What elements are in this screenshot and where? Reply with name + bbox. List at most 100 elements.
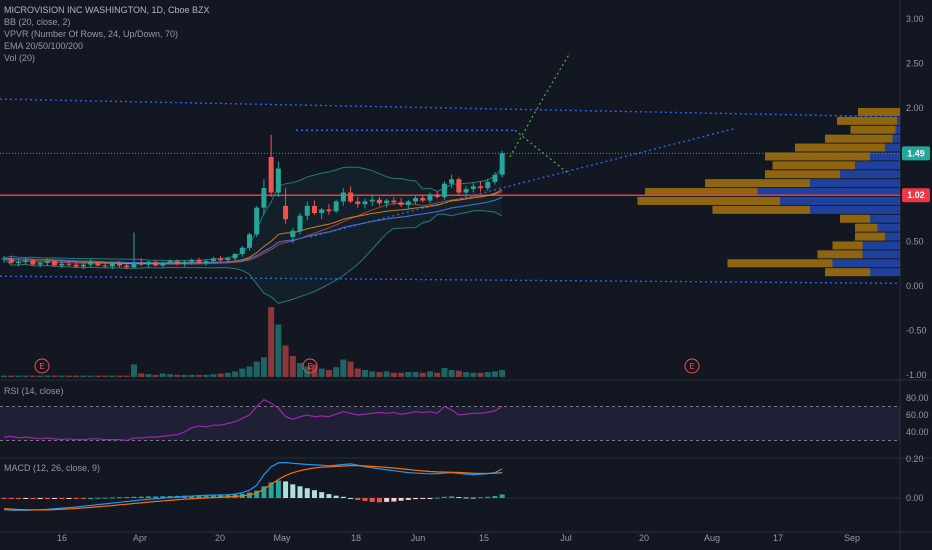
macd-line	[3, 461, 503, 511]
volume-bar	[477, 372, 484, 377]
volume-bar	[311, 364, 318, 377]
chart-legend: MICROVISION INC WASHINGTON, 1D, Cboe BZX…	[4, 4, 210, 64]
volume-bar	[109, 375, 116, 377]
earnings-marker-label: E	[39, 362, 44, 371]
candle-body	[88, 261, 94, 265]
candle-body	[376, 199, 382, 204]
macd-histogram-bar	[196, 495, 202, 498]
candle-body	[153, 261, 159, 266]
candle-body	[340, 192, 346, 202]
candle-body	[239, 247, 245, 254]
time-axis-tick: Jul	[560, 533, 572, 543]
candle-body	[413, 197, 419, 202]
candle-body	[203, 261, 209, 263]
candle-body	[182, 261, 187, 264]
candle-body	[470, 186, 476, 189]
macd-histogram-bar	[117, 497, 123, 499]
candle-body	[290, 230, 296, 238]
price-badge-label: 1.02	[907, 190, 925, 200]
candle-body	[66, 263, 72, 265]
vpvr-bar-up	[870, 268, 900, 277]
macd-legend[interactable]: MACD (12, 26, close, 9)	[4, 463, 101, 473]
vpvr-bar-down	[832, 241, 863, 250]
candle-body	[8, 258, 14, 263]
macd-histogram-bar	[109, 497, 115, 499]
macd-histogram-bar	[102, 497, 108, 499]
symbol-title[interactable]: MICROVISION INC WASHINGTON, 1D, Cboe BZX	[4, 5, 210, 15]
volume-bar	[210, 374, 217, 377]
macd-histogram-bar	[275, 480, 281, 498]
price-axis-tick: -1.00	[906, 370, 927, 380]
time-axis-tick: 20	[639, 533, 649, 543]
volume-bar	[275, 324, 282, 377]
vpvr-bar-up	[855, 161, 900, 170]
volume-bar	[102, 375, 109, 377]
vpvr-bar-down	[825, 134, 893, 143]
volume-bar	[246, 366, 253, 377]
macd-histogram-bar	[23, 498, 29, 499]
vpvr-bar-up	[757, 188, 900, 197]
indicator-bb-label[interactable]: BB (20, close, 2)	[4, 17, 71, 27]
candle-body	[369, 199, 375, 202]
candle-body	[44, 261, 50, 263]
vpvr-bar-up	[885, 232, 900, 241]
volume-bar	[470, 372, 477, 377]
volume-bar	[145, 374, 152, 377]
candle-body	[492, 174, 498, 182]
macd-histogram-bar	[376, 498, 382, 503]
macd-histogram-bar	[326, 494, 332, 498]
candle-body	[449, 179, 455, 184]
volume-bar	[73, 375, 80, 377]
vpvr-bar-down	[825, 268, 870, 277]
volume-bar	[463, 372, 470, 377]
projection-down-path	[514, 129, 571, 176]
macd-signal-line	[3, 465, 503, 511]
candle-body	[261, 188, 267, 208]
rsi-line	[3, 398, 503, 442]
indicator-ema-label[interactable]: EMA 20/50/100/200	[4, 41, 84, 51]
candle-body	[441, 183, 447, 197]
vpvr-bar-down	[727, 259, 833, 268]
volume-bar	[138, 373, 145, 377]
vpvr-bar-down	[712, 205, 810, 214]
candle-body	[384, 200, 390, 204]
rsi-legend[interactable]: RSI (14, close)	[4, 386, 64, 396]
candle-body	[225, 258, 231, 261]
volume-bar	[8, 375, 15, 377]
volume-bar	[224, 372, 231, 377]
vpvr-bar-up	[832, 259, 900, 268]
macd-histogram-bar	[145, 496, 151, 498]
ema-line	[3, 196, 503, 264]
volume-bar	[398, 372, 405, 377]
macd-histogram-bar	[369, 498, 375, 502]
price-badge	[902, 146, 930, 161]
macd-histogram-bar	[66, 498, 72, 499]
price-axis-tick: -0.50	[906, 326, 927, 336]
volume-bar	[304, 366, 311, 377]
indicator-vol-label[interactable]: Vol (20)	[4, 53, 36, 63]
macd-histogram-bar	[124, 497, 130, 499]
candle-body	[80, 264, 86, 267]
macd-histogram-bar	[405, 498, 411, 500]
indicator-vpvr-label[interactable]: VPVR (Number Of Rows, 24, Up/Down, 70)	[4, 29, 179, 39]
projection-up-path	[509, 52, 571, 158]
macd-histogram-bar	[355, 498, 361, 500]
candle-body	[160, 262, 166, 266]
macd-histogram-bar	[478, 497, 484, 499]
volume-bar	[362, 370, 368, 377]
volume-bar	[268, 307, 275, 377]
candle-body	[138, 262, 144, 265]
volume-bar	[441, 367, 448, 377]
volume-bar	[51, 375, 58, 377]
volume-bar	[174, 374, 181, 377]
macd-histogram-bar	[254, 490, 260, 498]
volume-bar	[434, 372, 441, 377]
volume-bar	[195, 374, 202, 377]
macd-histogram-bar	[261, 486, 267, 498]
volume-bar	[203, 374, 210, 377]
candle-body	[117, 263, 123, 266]
candle-body	[355, 201, 361, 205]
earnings-marker	[684, 358, 700, 374]
candle-body	[95, 261, 101, 266]
